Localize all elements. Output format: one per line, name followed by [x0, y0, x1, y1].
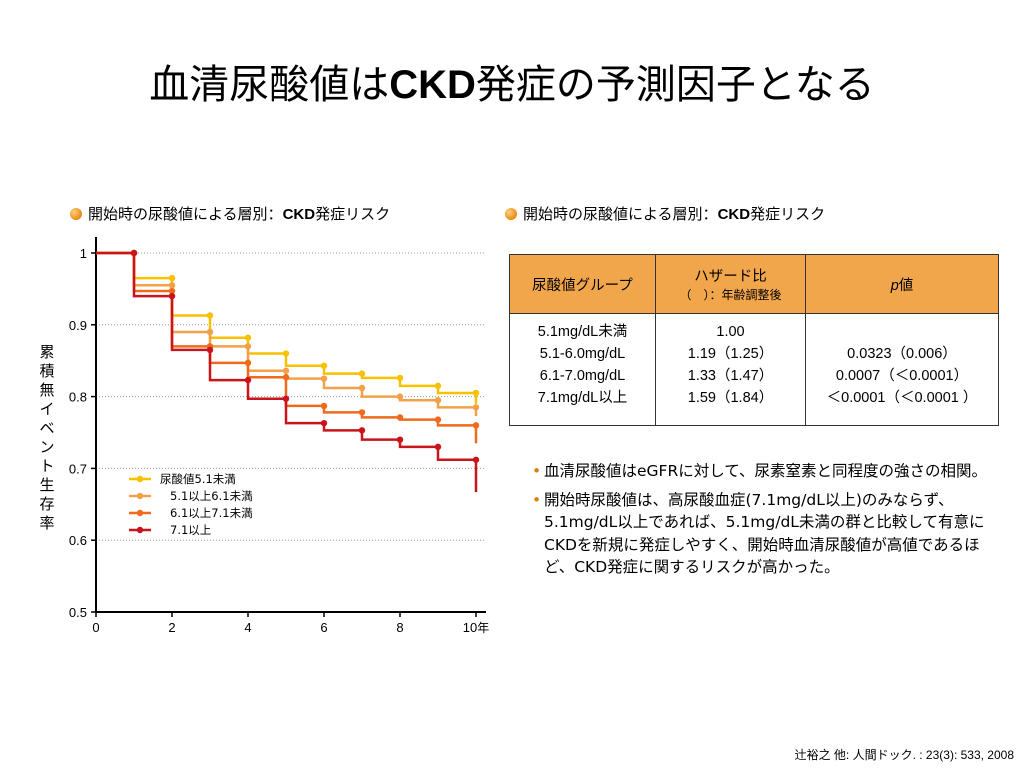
- bullet-dot-icon: [70, 208, 82, 220]
- data-point: [396, 414, 404, 421]
- data-point: [282, 350, 290, 357]
- data-point: [168, 287, 176, 295]
- data-point: [320, 362, 328, 369]
- legend-marker: [136, 509, 144, 517]
- table-cell-p: 0.0323（0.006） 0.0007（＜0.0001） ＜0.0001（＜0.0…: [805, 313, 999, 426]
- data-point: [472, 422, 480, 429]
- bullet-dot-icon: [505, 208, 517, 220]
- hazard-ratio-table: 尿酸値グループ ハザード比（ ）：年齢調整後 p値 5.1mg/dL未満 5.1-…: [509, 254, 999, 426]
- data-point: [472, 389, 480, 397]
- data-point: [320, 419, 328, 427]
- table-header-p: p値: [805, 254, 999, 314]
- y-tick-label: 0.9: [69, 318, 87, 333]
- data-point: [206, 312, 214, 319]
- x-unit-label: 年: [477, 621, 489, 635]
- data-point: [472, 404, 480, 411]
- data-point: [168, 282, 176, 289]
- data-point: [358, 409, 366, 416]
- legend-label: 尿酸値5.1未満: [160, 472, 236, 486]
- data-point: [434, 396, 442, 404]
- x-tick-label: 8: [396, 620, 403, 635]
- table-header-hr: ハザード比（ ）：年齢調整後: [655, 254, 806, 314]
- data-point: [130, 249, 138, 257]
- data-point: [358, 370, 366, 377]
- finding-item-2: 開始時尿酸値は、高尿酸血症(7.1mg/dL以上)のみならず、5.1mg/dL以…: [532, 489, 992, 579]
- legend-marker: [136, 475, 144, 483]
- legend-marker: [136, 526, 144, 534]
- data-point: [320, 402, 328, 410]
- page-title: 血清尿酸値はCKD発症の予測因子となる: [149, 62, 875, 108]
- findings-list: 血清尿酸値はeGFRに対して、尿素窒素と同程度の強さの相関。 開始時尿酸値は、高…: [532, 460, 992, 585]
- data-point: [244, 334, 252, 341]
- data-point: [434, 443, 442, 451]
- survival-chart: 1 0.9 0.8 0.7 0.6 0.5 0 2 4 6 8 10年 尿酸値5.1未満 5.1以上6.1…: [69, 237, 489, 635]
- x-tick-label: 2: [168, 620, 175, 635]
- data-point: [358, 384, 366, 392]
- y-axis-label: 累積無イベント生存率: [39, 343, 55, 532]
- y-tick-label: 1: [80, 246, 87, 261]
- legend-label: 6.1以上7.1未満: [170, 506, 253, 520]
- series-line: [96, 251, 478, 493]
- right-section-heading: 開始時の尿酸値による層別：CKD発症リスク: [505, 203, 825, 224]
- x-tick-label: 10年: [463, 620, 489, 635]
- data-point: [358, 427, 366, 434]
- data-point: [168, 274, 176, 282]
- table-cell-groups: 5.1mg/dL未満 5.1-6.0mg/dL 6.1-7.0mg/dL 7.1mg/…: [509, 313, 656, 426]
- x-tick-label: 6: [320, 620, 327, 635]
- data-point: [282, 374, 290, 381]
- legend-label: 7.1以上: [170, 523, 211, 537]
- data-point: [206, 328, 214, 336]
- data-point: [206, 346, 214, 354]
- y-tick-label: 0.6: [69, 533, 87, 548]
- x-tick-label: 0: [92, 620, 99, 635]
- data-point: [168, 292, 176, 300]
- y-tick-label: 0.5: [69, 605, 87, 620]
- data-point: [396, 436, 404, 443]
- data-point: [472, 456, 480, 463]
- data-point: [434, 416, 442, 423]
- citation: 辻裕之 他: 人間ドック. : 23(3): 533, 2008: [794, 748, 1014, 762]
- data-point: [282, 395, 290, 402]
- x-tick-label: 4: [244, 620, 251, 635]
- y-tick-label: 0.8: [69, 390, 87, 405]
- table-cell-hr: 1.00 1.19（1.25） 1.33（1.47） 1.59（1.84）: [655, 313, 806, 426]
- table-header-group: 尿酸値グループ: [509, 254, 656, 314]
- data-point: [244, 343, 252, 350]
- legend-label: 5.1以上6.1未満: [170, 489, 253, 503]
- data-point: [396, 374, 404, 382]
- data-point: [434, 382, 442, 390]
- data-point: [244, 359, 252, 367]
- data-point: [320, 375, 328, 382]
- data-point: [396, 393, 404, 400]
- data-point: [244, 376, 252, 384]
- legend-marker: [136, 492, 144, 500]
- data-point: [282, 367, 290, 374]
- finding-item-1: 血清尿酸値はeGFRに対して、尿素窒素と同程度の強さの相関。: [532, 460, 992, 483]
- y-tick-label: 0.7: [69, 461, 87, 476]
- left-section-heading: 開始時の尿酸値による層別：CKD発症リスク: [70, 203, 390, 224]
